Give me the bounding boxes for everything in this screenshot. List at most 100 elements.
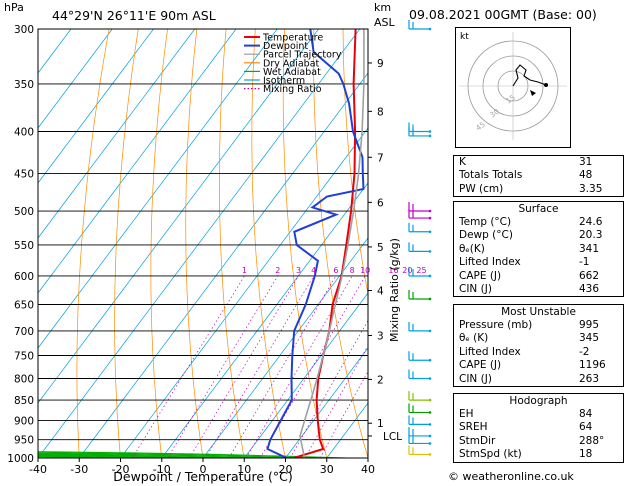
mixing-ratio-label: 8 xyxy=(350,266,355,275)
pressure-tick-label: 500 xyxy=(14,206,34,218)
x-tick-label: -40 xyxy=(29,463,47,476)
index-value: 341 xyxy=(579,242,600,255)
isotherm-line xyxy=(285,347,368,458)
index-value: 662 xyxy=(579,269,600,282)
mixing-ratio-line xyxy=(205,275,315,458)
asl-label: ASL xyxy=(374,16,396,29)
index-value: 436 xyxy=(579,282,600,295)
mixing-ratio-label: 6 xyxy=(333,266,338,275)
unstable-row: Lifted Index -2 xyxy=(454,346,623,359)
lcl-label: LCL xyxy=(383,431,402,443)
surface-row: CAPE (J) 662 xyxy=(454,270,623,283)
wind-barb xyxy=(408,202,432,213)
legend-label: Dry Adiabat xyxy=(263,58,320,69)
profile-dewpoint xyxy=(266,29,365,458)
index-label: StmSpd (kt) xyxy=(459,448,522,461)
hpa-label: hPa xyxy=(4,1,24,14)
pressure-tick-label: 950 xyxy=(14,435,34,447)
wind-barb xyxy=(408,20,432,31)
index-label: Totals Totals xyxy=(459,169,523,182)
legend-label: Isotherm xyxy=(263,76,305,87)
unstable-row: CIN (J) 263 xyxy=(454,373,623,386)
index-label: CAPE (J) xyxy=(459,269,502,282)
datetime-label: 09.08.2021 00GMT (Base: 00) xyxy=(409,7,597,22)
mixing-ratio-label: 2 xyxy=(275,266,280,275)
isotherm-line xyxy=(38,29,196,239)
indices-panel-top: K 31 Totals Totals 48 PW (cm) 3.35 xyxy=(453,155,624,198)
axes-labels: 3003504004505005506006507007508008509009… xyxy=(7,24,426,476)
index-row-totals: Totals Totals 48 xyxy=(454,169,623,182)
wind-barbs xyxy=(408,20,432,456)
index-value: 18 xyxy=(579,448,593,461)
x-tick-label: -30 xyxy=(70,463,88,476)
wind-barb xyxy=(408,209,432,220)
x-tick-label: 0 xyxy=(200,463,207,476)
mixing-ratio-label: 4 xyxy=(311,266,316,275)
wind-barb xyxy=(408,415,432,426)
hodo-row: SREH 64 xyxy=(454,421,623,434)
wind-barb xyxy=(408,351,432,362)
surface-row: θₑ(K) 341 xyxy=(454,243,623,256)
surface-row: Temp (°C) 24.6 xyxy=(454,216,623,229)
dry-adiabat-line xyxy=(150,29,168,458)
km-label: km xyxy=(374,1,391,14)
most-unstable-title: Most Unstable xyxy=(501,306,576,318)
index-label: K xyxy=(459,156,466,168)
hodo-row: StmSpd (kt) 18 xyxy=(454,448,623,461)
index-value: 24.6 xyxy=(579,216,603,228)
hodograph-end-dot xyxy=(544,83,548,87)
x-axis-title: Dewpoint / Temperature (°C) xyxy=(113,469,292,484)
pressure-tick-label: 450 xyxy=(14,168,34,180)
pressure-tick-label: 850 xyxy=(14,395,34,407)
index-label: Lifted Index xyxy=(459,256,521,269)
index-value: -2 xyxy=(579,345,590,358)
index-label: CIN (J) xyxy=(459,282,492,295)
surface-row: Lifted Index -1 xyxy=(454,256,623,269)
x-tick-label: 20 xyxy=(279,463,293,476)
pressure-tick-label: 900 xyxy=(14,415,34,427)
unstable-row: θₑ (K) 345 xyxy=(454,332,623,345)
mixing-ratio-line xyxy=(289,319,368,458)
isotherm-line xyxy=(38,29,319,404)
mixing-ratio-label: 25 xyxy=(416,266,426,275)
wet-adiabat-line xyxy=(38,451,352,458)
mixing-ratio-line xyxy=(167,275,279,458)
legend-label: Parcel Trajectory xyxy=(263,50,342,61)
km-tick-label: 6 xyxy=(377,197,384,209)
index-row-k: K 31 xyxy=(454,156,623,169)
km-tick-label: 1 xyxy=(377,418,384,430)
surface-row: CIN (J) 436 xyxy=(454,283,623,296)
wind-barb xyxy=(408,426,432,438)
footer-credit[interactable]: © weatheronline.co.uk xyxy=(448,470,574,483)
hodograph-ring-label-15: 15 xyxy=(504,93,517,106)
isotherm-line xyxy=(38,29,237,294)
mixing-ratio-line xyxy=(319,370,368,458)
index-value: 64 xyxy=(579,421,593,434)
x-tick-label: 10 xyxy=(237,463,251,476)
legend-label: Dewpoint xyxy=(263,41,308,52)
mixing-ratio-label: 10 xyxy=(360,266,370,275)
isotherm-line xyxy=(161,182,368,458)
dry-adiabat-line xyxy=(313,29,368,458)
index-value: 1196 xyxy=(579,359,606,372)
isotherm-line xyxy=(38,29,361,458)
x-tick-label: 40 xyxy=(361,463,375,476)
index-label: θₑ(K) xyxy=(459,242,485,255)
wind-barb xyxy=(408,321,432,333)
mixing-ratio-label: 20 xyxy=(402,266,412,275)
profiles xyxy=(266,29,365,458)
index-value: 288° xyxy=(579,434,605,447)
index-value: 345 xyxy=(579,332,600,345)
index-value: 48 xyxy=(579,169,593,182)
x-tick-label: -10 xyxy=(153,463,171,476)
km-tick-label: 3 xyxy=(377,330,384,342)
dry-adiabat-line xyxy=(114,29,139,458)
wind-barb xyxy=(408,266,432,278)
isotherm-line xyxy=(120,127,368,458)
pressure-tick-label: 350 xyxy=(14,79,34,91)
profile-parcel-trajectory xyxy=(299,29,365,458)
legend-label: Wet Adiabat xyxy=(263,67,321,78)
isotherm-line xyxy=(38,29,154,184)
hodograph-kt-label: kt xyxy=(460,32,469,42)
x-tick-label: 30 xyxy=(320,463,334,476)
